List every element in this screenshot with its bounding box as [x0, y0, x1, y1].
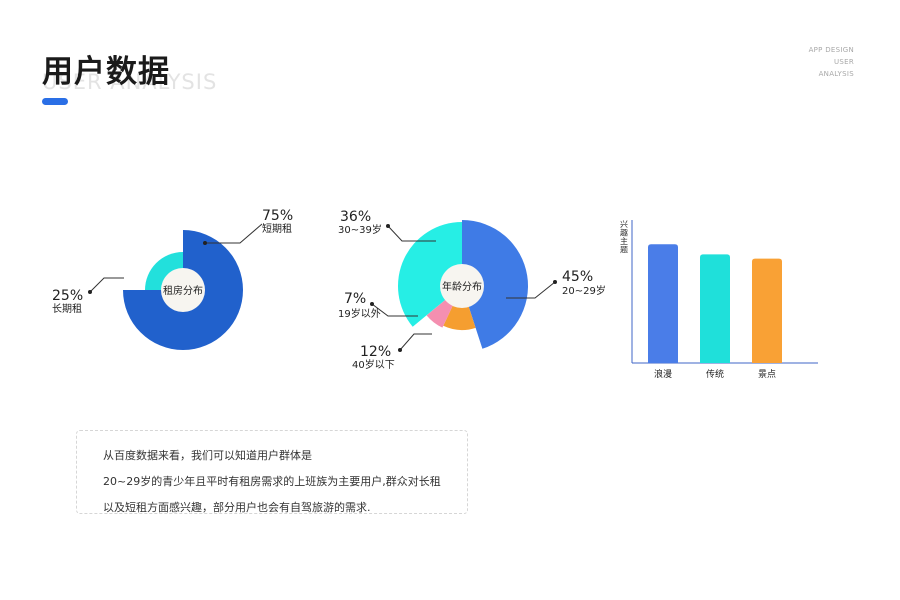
x-tick-label: 景点: [758, 369, 776, 380]
data-label-name: 20~29岁: [562, 284, 606, 297]
top-right-caption: APP DESIGN USER ANALYSIS: [809, 44, 854, 80]
leader-dot: [398, 348, 402, 352]
y-axis-label-char: 题: [620, 246, 628, 255]
x-tick-label: 传统: [706, 368, 724, 380]
leader-line: [387, 225, 436, 242]
bar: [752, 258, 782, 363]
data-label-name: 40岁以下: [352, 358, 395, 371]
page-subtitle-en: USER ANALYSIS: [42, 70, 218, 94]
leader-dot: [88, 290, 92, 294]
leader-line: [399, 333, 432, 351]
title-accent-bar: [42, 98, 68, 105]
data-label-percent: 7%: [344, 291, 366, 307]
note-line: 20~29岁的青少年且平时有租房需求的上班族为主要用户,群众对长租: [103, 475, 441, 488]
leader-dot: [553, 280, 557, 284]
bar: [700, 254, 730, 363]
y-axis-label-char: 主: [620, 236, 628, 246]
page-title: 用户数据: [42, 54, 170, 90]
pie-center-label: 年龄分布: [442, 280, 482, 293]
caption-line: ANALYSIS: [818, 70, 854, 78]
data-label-name: 30~39岁: [338, 223, 382, 236]
y-axis-label-char: 趣: [620, 228, 628, 238]
data-label-name: 短期租: [262, 222, 292, 235]
data-label-name: 19岁以外: [338, 307, 381, 320]
leader-line: [506, 281, 556, 299]
pie-center: [161, 268, 205, 312]
y-axis-label-char: 兴: [620, 220, 628, 229]
data-label-name: 长期租: [52, 302, 82, 315]
leader-dot: [203, 241, 207, 245]
caption-line: USER: [833, 58, 854, 66]
leader-line: [89, 277, 124, 293]
pie-center: [440, 264, 484, 308]
pie-slice: [462, 220, 529, 349]
leader-dot: [370, 302, 374, 306]
data-label-percent: 45%: [562, 269, 593, 285]
pie-slice: [397, 222, 462, 327]
pie-slice: [443, 286, 476, 331]
data-label-percent: 75%: [262, 208, 293, 224]
caption-line: APP DESIGN: [808, 46, 854, 54]
leader-line: [371, 303, 418, 317]
data-label-percent: 12%: [360, 344, 391, 360]
leader-line: [205, 223, 263, 244]
data-label-percent: 36%: [340, 209, 371, 225]
x-tick-label: 浪漫: [654, 368, 672, 380]
data-label-percent: 25%: [52, 288, 83, 304]
pie-center-label: 租房分布: [163, 284, 203, 297]
leader-dot: [386, 224, 390, 228]
note-line: 以及短租方面感兴趣，部分用户也会有自驾旅游的需求.: [103, 501, 371, 514]
bar: [648, 244, 678, 363]
summary-note: 从百度数据来看，我们可以知道用户群体是 20~29岁的青少年且平时有租房需求的上…: [76, 430, 468, 514]
note-line: 从百度数据来看，我们可以知道用户群体是: [103, 449, 312, 462]
